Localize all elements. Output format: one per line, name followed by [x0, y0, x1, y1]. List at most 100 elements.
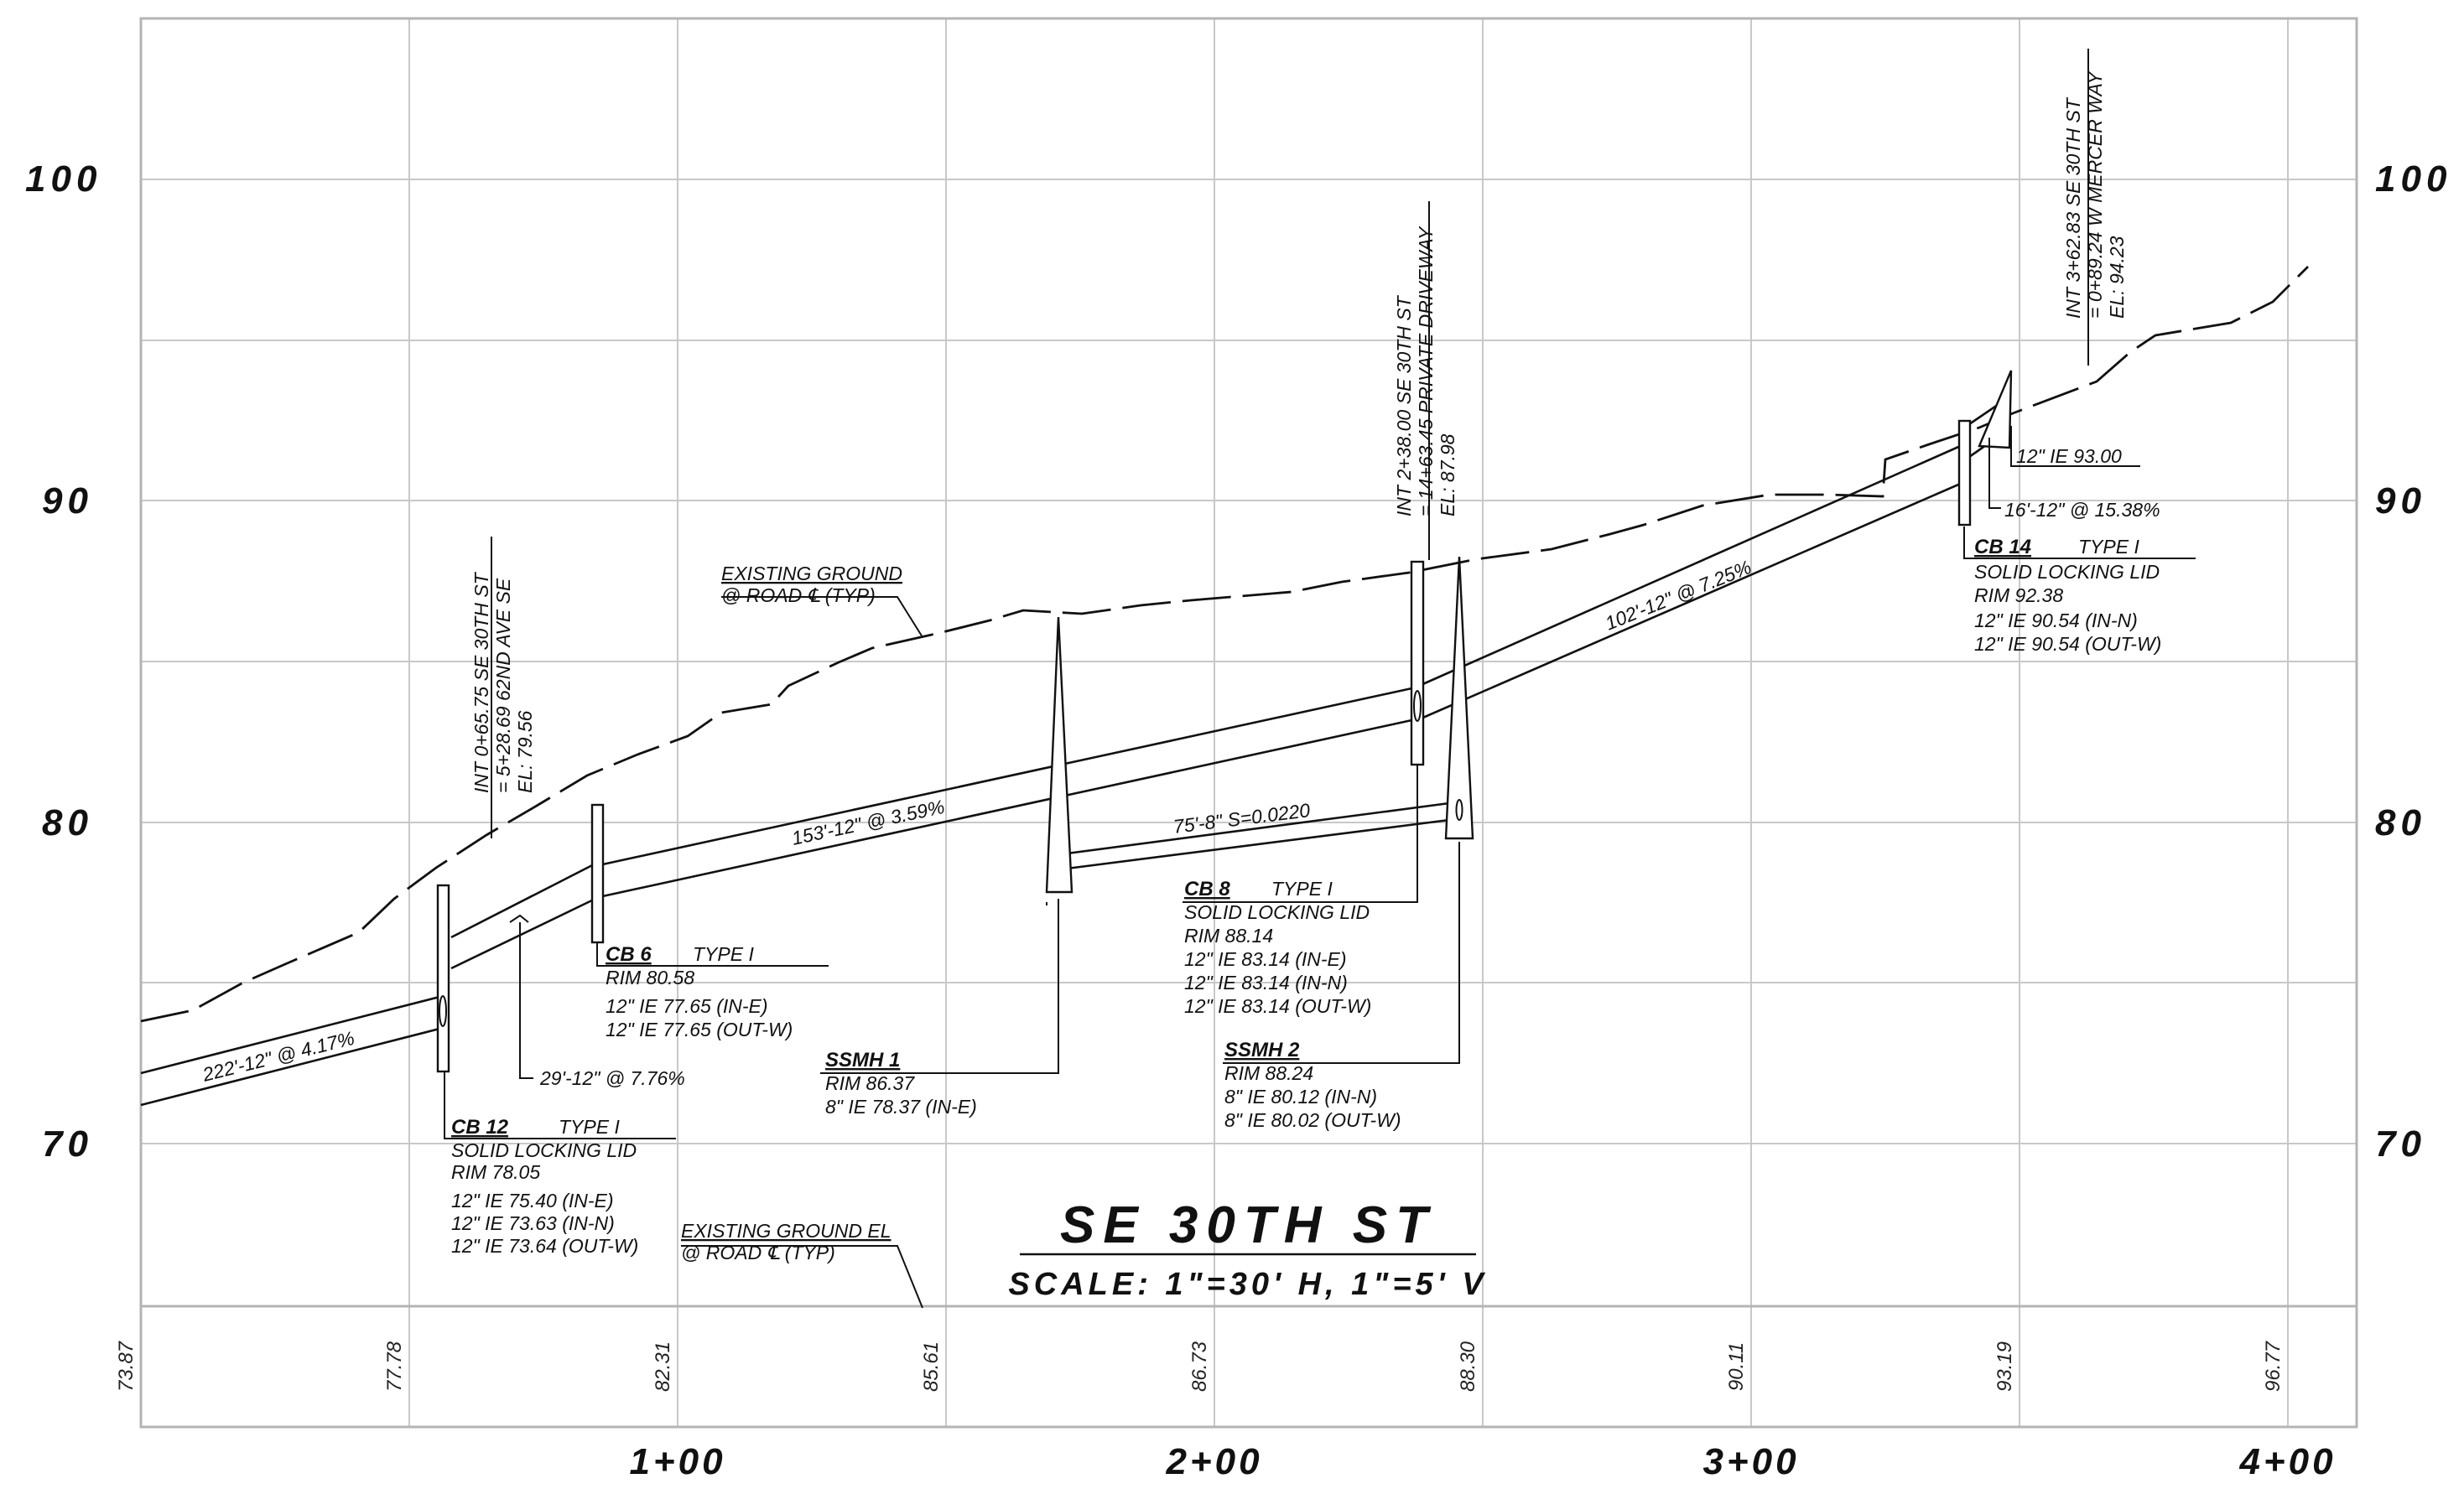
- grid: [139, 17, 2358, 1429]
- intersection-2-line3: EL: 87.98: [1437, 433, 1458, 516]
- profile-scale: SCALE: 1"=30' H, 1"=5' V: [1008, 1267, 1487, 1302]
- cb12-line: RIM 78.05: [451, 1161, 540, 1183]
- ground-elevation-value: 85.61: [920, 1341, 943, 1392]
- cb12-type: TYPE I: [559, 1116, 620, 1138]
- existing-ground-line1: EXISTING GROUND: [721, 563, 902, 584]
- ssmh1-name: SSMH 1: [825, 1049, 900, 1071]
- intersection-2-line1: INT 2+38.00 SE 30TH ST: [1393, 294, 1415, 516]
- ground-elevation-value: 82.31: [652, 1341, 674, 1392]
- ssmh2-line: RIM 88.24: [1224, 1062, 1313, 1084]
- cb6-note: CB 6 TYPE I RIM 80.58 12" IE 77.65 (IN-E…: [606, 943, 793, 1040]
- intersection-note-1: INT 0+65.75 SE 30TH ST = 5+28.69 62ND AV…: [470, 571, 536, 793]
- cb6-line: RIM 80.58: [606, 967, 694, 988]
- existing-ground-line2: @ ROAD ℄ (TYP): [721, 584, 876, 606]
- pipes: [140, 394, 2012, 1107]
- cb14-structure: [1957, 419, 1972, 527]
- cb14-inlet: [1978, 370, 2013, 449]
- ssmh2-note: SSMH 2 RIM 88.24 8" IE 80.12 (IN-N) 8" I…: [1224, 1039, 1401, 1131]
- station-label-4: 4+00: [2238, 1441, 2336, 1482]
- cb6-type: TYPE I: [693, 943, 754, 965]
- pipe-153-bottom: [598, 718, 1417, 899]
- leaders: [444, 49, 2196, 1309]
- existing-ground-line: [140, 266, 2309, 1023]
- cb8-line: 12" IE 83.14 (IN-E): [1184, 948, 1347, 970]
- existing-ground-elevation-row: 73.87 77.78 82.31 85.61 86.73 88.30 90.1…: [115, 1340, 2285, 1392]
- cb6-line: 12" IE 77.65 (OUT-W): [606, 1019, 793, 1040]
- ground-elevation-value: 77.78: [383, 1341, 406, 1392]
- cb6-line: 12" IE 77.65 (IN-E): [606, 995, 768, 1017]
- pipe-29-bottom: [450, 895, 600, 970]
- intersection-2-line2: = 14+63.45 PRIVATE DRIVEWAY: [1415, 226, 1437, 516]
- cb12-note: CB 12 TYPE I SOLID LOCKING LID RIM 78.05…: [451, 1116, 638, 1257]
- cb8-line: 12" IE 83.14 (IN-N): [1184, 972, 1348, 994]
- ground-elevation-value: 96.77: [2262, 1340, 2285, 1392]
- existing-ground-el-line2: @ ROAD ℄ (TYP): [681, 1242, 835, 1263]
- ssmh1-note: SSMH 1 RIM 86.37 8" IE 78.37 (IN-E): [825, 1049, 977, 1118]
- ssmh2-line: 8" IE 80.12 (IN-N): [1224, 1086, 1377, 1108]
- ground-elevation-value: 86.73: [1188, 1341, 1211, 1392]
- ground-elevation-value: 93.19: [1994, 1341, 2016, 1392]
- intersection-3-line3: EL: 94.23: [2106, 236, 2128, 319]
- pipe-label-ie93: 12" IE 93.00: [2016, 445, 2122, 467]
- cb6-name: CB 6: [606, 943, 652, 966]
- elevation-label-80-right: 80: [2375, 802, 2426, 843]
- ground-elevation-value: 73.87: [115, 1340, 138, 1392]
- pipe-222-top: [140, 994, 444, 1075]
- elevation-label-100-left: 100: [25, 158, 101, 200]
- intersection-3-line2: = 0+89.24 W MERCER WAY: [2084, 70, 2106, 319]
- cb14-line: 12" IE 90.54 (OUT-W): [1974, 633, 2161, 655]
- elevation-axis-left: 100 90 80 70: [25, 158, 101, 1165]
- ssmh1-line: RIM 86.37: [825, 1072, 915, 1094]
- profile-title: SE 30TH ST: [1060, 1196, 1436, 1254]
- pipe-102-bottom: [1418, 480, 1965, 721]
- cb12-line: 12" IE 75.40 (IN-E): [451, 1190, 614, 1211]
- pipe-102-top: [1418, 443, 1965, 687]
- elevation-axis-right: 100 90 80 70: [2375, 158, 2451, 1165]
- pipe-label-16: 16'-12" @ 15.38%: [2004, 499, 2160, 521]
- existing-ground-note: EXISTING GROUND @ ROAD ℄ (TYP): [721, 563, 902, 606]
- pipe-29-top: [450, 860, 600, 939]
- pipe-153-top: [598, 686, 1417, 867]
- intersection-note-3: INT 3+62.83 SE 30TH ST = 0+89.24 W MERCE…: [2062, 70, 2128, 319]
- structures: [436, 370, 2013, 1073]
- cb8-line: SOLID LOCKING LID: [1184, 901, 1370, 923]
- cb8-name: CB 8: [1184, 878, 1230, 900]
- sewer-75-bottom: [1066, 818, 1450, 870]
- pipe-222-bottom: [140, 1026, 444, 1107]
- station-label-3: 3+00: [1702, 1441, 1799, 1482]
- ssmh2-name: SSMH 2: [1224, 1039, 1300, 1061]
- cb8-note: CB 8 TYPE I SOLID LOCKING LID RIM 88.14 …: [1184, 878, 1371, 1017]
- elevation-label-70-left: 70: [42, 1123, 93, 1165]
- ssmh1-structure: [1045, 616, 1073, 894]
- elevation-label-90-left: 90: [42, 480, 93, 521]
- cb14-line: 12" IE 90.54 (IN-N): [1974, 610, 2138, 631]
- cb12-name: CB 12: [451, 1116, 509, 1139]
- ssmh1-line: 8" IE 78.37 (IN-E): [825, 1096, 977, 1118]
- cb12-line: 12" IE 73.63 (IN-N): [451, 1212, 615, 1234]
- cb12-line: 12" IE 73.64 (OUT-W): [451, 1235, 638, 1257]
- intersection-note-2: INT 2+38.00 SE 30TH ST = 14+63.45 PRIVAT…: [1393, 226, 1458, 516]
- cb12-structure: [436, 884, 450, 1073]
- ground-elevation-value: 88.30: [1457, 1341, 1479, 1392]
- elevation-label-100-right: 100: [2375, 158, 2451, 200]
- station-label-1: 1+00: [629, 1441, 725, 1482]
- cb8-line: RIM 88.14: [1184, 925, 1273, 947]
- ground-elevation-value: 90.11: [1725, 1342, 1748, 1391]
- intersection-1-line3: EL: 79.56: [514, 710, 536, 793]
- cb14-type: TYPE I: [2078, 536, 2139, 558]
- intersection-3-line1: INT 3+62.83 SE 30TH ST: [2062, 96, 2084, 319]
- cb14-name: CB 14: [1974, 536, 2031, 558]
- cb14-line: SOLID LOCKING LID: [1974, 561, 2160, 583]
- cb12-line: SOLID LOCKING LID: [451, 1139, 637, 1161]
- elevation-label-70-right: 70: [2375, 1123, 2426, 1165]
- cb8-line: 12" IE 83.14 (OUT-W): [1184, 995, 1371, 1017]
- cb6-structure: [590, 803, 605, 944]
- intersection-1-line2: = 5+28.69 62ND AVE SE: [492, 578, 514, 793]
- cb8-structure: [1410, 560, 1425, 766]
- cb14-line: RIM 92.38: [1974, 584, 2063, 606]
- pipe-label-75: 75'-8" S=0.0220: [1172, 799, 1311, 838]
- cb14-note: CB 14 TYPE I SOLID LOCKING LID RIM 92.38…: [1974, 536, 2161, 655]
- elevation-label-90-right: 90: [2375, 480, 2426, 521]
- ssmh2-line: 8" IE 80.02 (OUT-W): [1224, 1109, 1401, 1131]
